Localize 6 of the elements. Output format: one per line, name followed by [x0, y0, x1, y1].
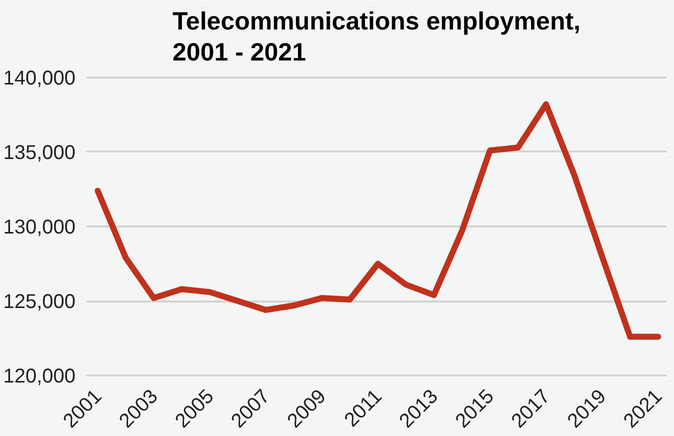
- chart-title: Telecommunications employment, 2001 - 2021: [172, 8, 580, 66]
- y-tick-label: 140,000: [3, 67, 76, 90]
- y-tick-label: 130,000: [3, 216, 76, 238]
- y-tick-label: 120,000: [3, 366, 76, 388]
- y-tick-label: 135,000: [3, 142, 76, 164]
- y-tick-label: 125,000: [3, 291, 76, 314]
